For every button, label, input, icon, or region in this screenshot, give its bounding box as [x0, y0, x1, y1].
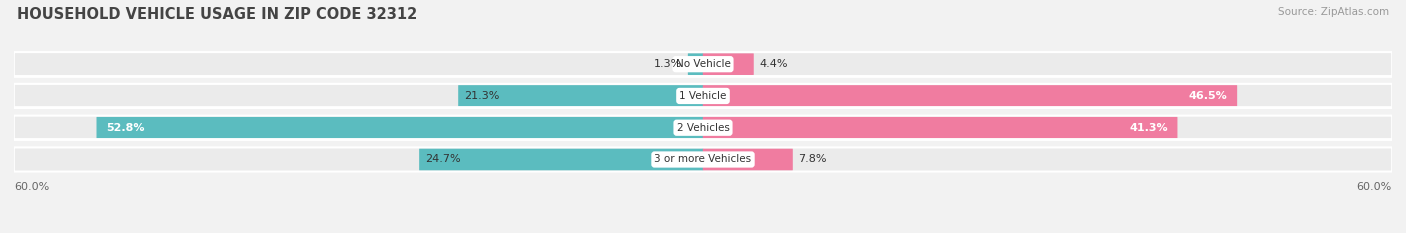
Text: No Vehicle: No Vehicle: [675, 59, 731, 69]
FancyBboxPatch shape: [458, 85, 703, 107]
FancyBboxPatch shape: [97, 117, 703, 139]
Text: 41.3%: 41.3%: [1129, 123, 1168, 133]
Text: Source: ZipAtlas.com: Source: ZipAtlas.com: [1278, 7, 1389, 17]
Text: HOUSEHOLD VEHICLE USAGE IN ZIP CODE 32312: HOUSEHOLD VEHICLE USAGE IN ZIP CODE 3231…: [17, 7, 418, 22]
Text: 3 or more Vehicles: 3 or more Vehicles: [654, 154, 752, 164]
FancyBboxPatch shape: [703, 85, 1237, 107]
Text: 46.5%: 46.5%: [1189, 91, 1227, 101]
Text: 1 Vehicle: 1 Vehicle: [679, 91, 727, 101]
Text: 2 Vehicles: 2 Vehicles: [676, 123, 730, 133]
Text: 24.7%: 24.7%: [425, 154, 461, 164]
Text: 60.0%: 60.0%: [14, 182, 49, 192]
Text: 4.4%: 4.4%: [759, 59, 787, 69]
Text: 52.8%: 52.8%: [105, 123, 145, 133]
FancyBboxPatch shape: [14, 52, 1392, 76]
FancyBboxPatch shape: [688, 53, 703, 75]
FancyBboxPatch shape: [419, 149, 703, 170]
Text: 1.3%: 1.3%: [654, 59, 682, 69]
Text: 7.8%: 7.8%: [799, 154, 827, 164]
FancyBboxPatch shape: [703, 149, 793, 170]
FancyBboxPatch shape: [703, 53, 754, 75]
Text: 21.3%: 21.3%: [464, 91, 499, 101]
Text: 60.0%: 60.0%: [1357, 182, 1392, 192]
FancyBboxPatch shape: [703, 117, 1177, 139]
FancyBboxPatch shape: [14, 116, 1392, 140]
FancyBboxPatch shape: [14, 84, 1392, 108]
FancyBboxPatch shape: [14, 147, 1392, 171]
